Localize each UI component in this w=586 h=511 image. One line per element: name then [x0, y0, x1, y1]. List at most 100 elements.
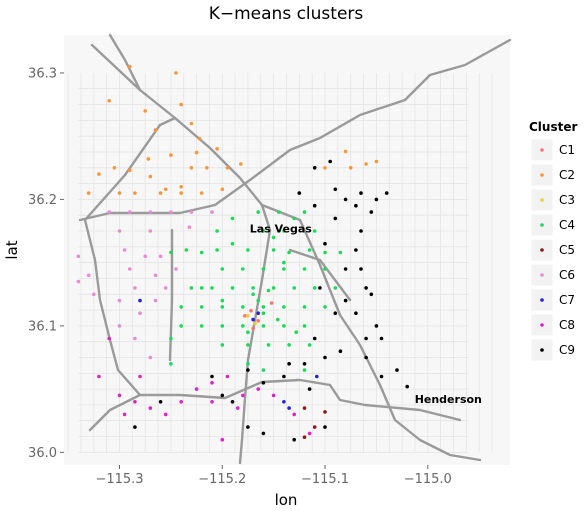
point-c6	[174, 267, 178, 271]
y-axis-title: lat	[3, 240, 21, 259]
point-c4	[287, 343, 291, 347]
point-c1	[256, 319, 261, 323]
legend-swatch	[540, 273, 544, 277]
point-c6	[153, 298, 158, 303]
point-c9	[354, 248, 358, 252]
point-c4	[266, 343, 271, 347]
point-c8	[97, 374, 101, 379]
point-c4	[261, 368, 266, 372]
highway-515	[288, 248, 352, 302]
point-c2	[179, 185, 183, 189]
point-c4	[215, 229, 219, 233]
point-c9	[395, 368, 399, 372]
legend: Cluster C1 C2 C3 C4 C5 C6 C7 C8 C9	[529, 120, 577, 362]
point-c6	[187, 225, 192, 229]
point-c2	[194, 150, 199, 155]
point-c9	[246, 368, 250, 372]
point-c4	[266, 288, 271, 293]
x-tick-label: −115.2	[198, 472, 246, 487]
point-c2	[225, 166, 230, 170]
point-c8	[241, 393, 245, 398]
highway-215-east	[328, 383, 462, 422]
point-c9	[287, 362, 291, 366]
point-c4	[282, 305, 286, 309]
point-c9	[333, 187, 338, 192]
y-tick-label: 36.1	[28, 319, 57, 334]
point-c9	[158, 400, 163, 404]
legend-label-c6: C6	[559, 268, 575, 282]
point-c2	[189, 121, 194, 126]
point-c4	[210, 286, 214, 290]
point-c6	[148, 355, 153, 360]
point-c9	[369, 292, 374, 297]
point-c9	[323, 241, 327, 246]
point-c4	[307, 343, 312, 347]
point-c3	[253, 321, 257, 326]
legend-label-c3: C3	[559, 193, 575, 207]
point-c8	[138, 374, 142, 379]
city-label: Las Vegas	[250, 222, 312, 235]
legend-swatch	[540, 198, 544, 202]
legend-swatch	[540, 323, 544, 327]
point-c8	[117, 393, 122, 398]
point-c4	[246, 330, 250, 335]
point-c6	[117, 298, 122, 303]
point-c6	[158, 254, 163, 259]
point-c6	[189, 210, 194, 214]
point-c4	[333, 286, 338, 290]
point-c6	[133, 336, 137, 341]
legend-swatch	[540, 298, 544, 302]
point-c4	[302, 210, 307, 214]
point-c6	[117, 324, 122, 328]
point-c8	[235, 406, 240, 410]
x-axis-title: lon	[275, 491, 298, 509]
point-c4	[251, 286, 255, 290]
point-c9	[220, 393, 225, 398]
point-c9	[307, 387, 312, 391]
point-c8	[163, 412, 168, 417]
point-c7	[287, 406, 291, 410]
point-c9	[302, 362, 307, 366]
point-c6	[107, 210, 111, 214]
highways	[78, 33, 512, 465]
x-tick-label: −115.3	[95, 472, 143, 487]
legend-label-c2: C2	[559, 168, 575, 182]
point-c2	[148, 174, 153, 179]
point-c4	[241, 324, 245, 328]
point-c2	[107, 99, 111, 103]
point-c4	[220, 305, 225, 309]
point-c9	[261, 431, 266, 436]
legend-swatch	[540, 148, 544, 152]
point-c4	[246, 248, 250, 252]
point-c4	[312, 286, 317, 290]
y-axis: 36.0 36.1 36.2 36.3	[28, 66, 64, 461]
point-c4	[241, 267, 245, 271]
legend-label-c4: C4	[559, 218, 575, 232]
point-c8	[122, 412, 127, 417]
point-c4	[261, 229, 266, 233]
point-c4	[169, 250, 173, 255]
city-label: Henderson	[415, 393, 482, 406]
point-c9	[282, 374, 286, 379]
point-c4	[246, 343, 250, 347]
highway-215-beltway-west	[83, 116, 332, 400]
point-c9	[333, 311, 338, 316]
point-c2	[117, 191, 122, 195]
point-c4	[261, 324, 266, 328]
point-c9	[328, 159, 333, 164]
point-c8	[256, 387, 261, 391]
point-c9	[374, 324, 379, 328]
point-c1	[243, 314, 247, 318]
point-c2	[189, 166, 194, 170]
point-c4	[271, 286, 276, 290]
point-c8	[194, 387, 199, 391]
point-c9	[323, 425, 327, 429]
point-c6	[76, 254, 81, 259]
point-c9	[323, 355, 327, 360]
point-c8	[210, 381, 214, 385]
point-c4	[338, 250, 343, 255]
highway-215-north	[78, 38, 512, 222]
point-c4	[277, 210, 281, 214]
point-c4	[199, 250, 204, 255]
